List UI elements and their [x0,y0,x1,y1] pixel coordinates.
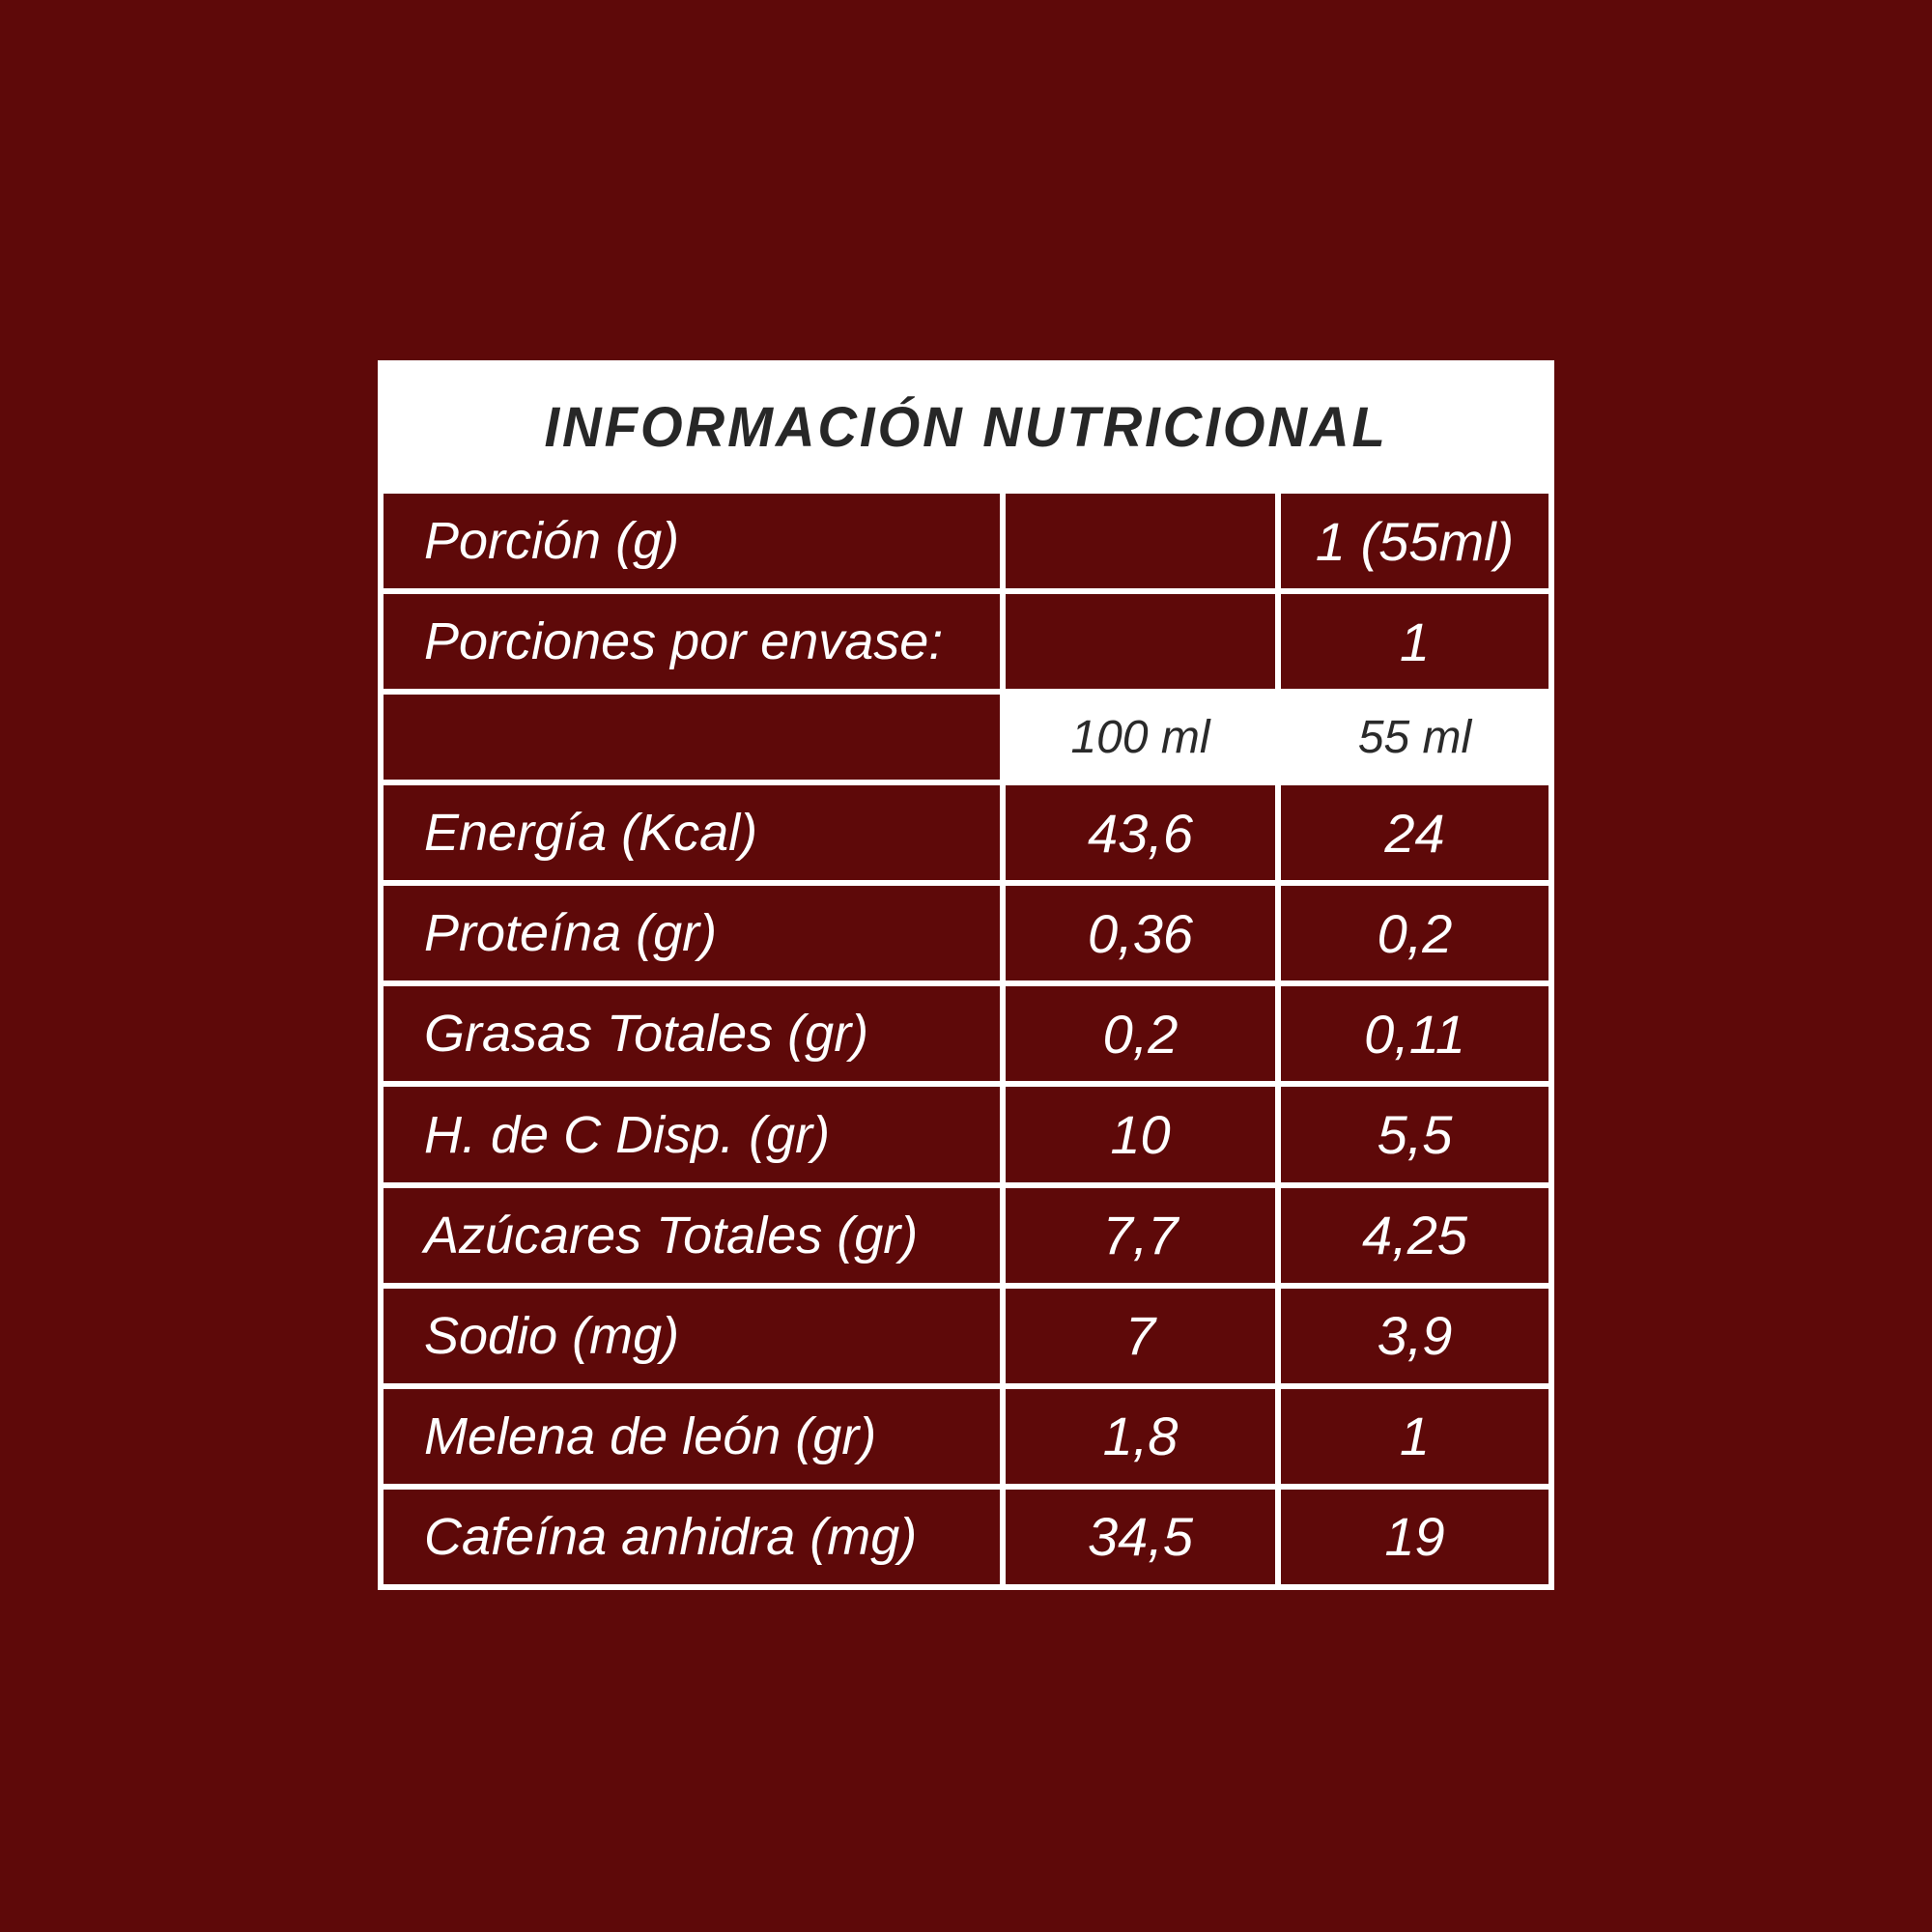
nutrient-value-55ml: 0,11 [1281,986,1548,1082]
nutrient-label: Energía (Kcal) [384,785,1000,881]
column-header-100ml: 100 ml [1006,695,1275,781]
nutrient-value-100ml: 7 [1006,1288,1275,1383]
table-title-band: INFORMACIÓN NUTRICIONAL [384,366,1548,488]
nutrient-row-h-de-c-disp: H. de C Disp. (gr) 10 5,5 [384,1087,1548,1182]
nutrient-row-cafeina-anhidra: Cafeína anhidra (mg) 34,5 19 [384,1489,1548,1584]
table-title: INFORMACIÓN NUTRICIONAL [544,395,1388,459]
nutrient-value-100ml: 0,36 [1006,886,1275,981]
nutrient-value-55ml: 1 [1281,1388,1548,1484]
nutrient-label: Melena de león (gr) [384,1388,1000,1484]
servings-per-container-row: Porciones por envase: 1 [384,594,1548,690]
serving-size-value: 1 (55ml) [1281,494,1548,589]
servings-per-container-empty-cell [1006,594,1275,690]
nutrient-value-100ml: 34,5 [1006,1489,1275,1584]
nutrient-label: Cafeína anhidra (mg) [384,1489,1000,1584]
nutrient-label: Grasas Totales (gr) [384,986,1000,1082]
nutrient-value-100ml: 43,6 [1006,785,1275,881]
nutrient-row-grasas-totales: Grasas Totales (gr) 0,2 0,11 [384,986,1548,1082]
nutrient-value-100ml: 10 [1006,1087,1275,1182]
servings-per-container-label: Porciones por envase: [384,594,1000,690]
nutrient-value-55ml: 5,5 [1281,1087,1548,1182]
nutrient-value-100ml: 7,7 [1006,1187,1275,1283]
nutrient-label: Sodio (mg) [384,1288,1000,1383]
nutrient-value-100ml: 0,2 [1006,986,1275,1082]
nutrient-value-100ml: 1,8 [1006,1388,1275,1484]
nutrition-table: INFORMACIÓN NUTRICIONAL Porción (g) 1 (5… [378,360,1554,1590]
nutrient-row-proteina: Proteína (gr) 0,36 0,2 [384,886,1548,981]
units-header-row: 100 ml 55 ml [384,695,1548,781]
units-header-empty-cell [384,695,1000,781]
nutrient-row-energia: Energía (Kcal) 43,6 24 [384,785,1548,881]
nutrient-row-azucares-totales: Azúcares Totales (gr) 7,7 4,25 [384,1187,1548,1283]
serving-size-row: Porción (g) 1 (55ml) [384,494,1548,589]
nutrient-label: Proteína (gr) [384,886,1000,981]
nutrient-value-55ml: 24 [1281,785,1548,881]
nutrient-row-sodio: Sodio (mg) 7 3,9 [384,1288,1548,1383]
serving-size-empty-cell [1006,494,1275,589]
nutrient-label: H. de C Disp. (gr) [384,1087,1000,1182]
serving-size-label: Porción (g) [384,494,1000,589]
nutrient-value-55ml: 4,25 [1281,1187,1548,1283]
nutrient-value-55ml: 19 [1281,1489,1548,1584]
servings-per-container-value: 1 [1281,594,1548,690]
nutrient-value-55ml: 3,9 [1281,1288,1548,1383]
nutrient-label: Azúcares Totales (gr) [384,1187,1000,1283]
column-header-55ml: 55 ml [1281,695,1548,781]
nutrient-row-melena-de-leon: Melena de león (gr) 1,8 1 [384,1388,1548,1484]
nutrient-value-55ml: 0,2 [1281,886,1548,981]
